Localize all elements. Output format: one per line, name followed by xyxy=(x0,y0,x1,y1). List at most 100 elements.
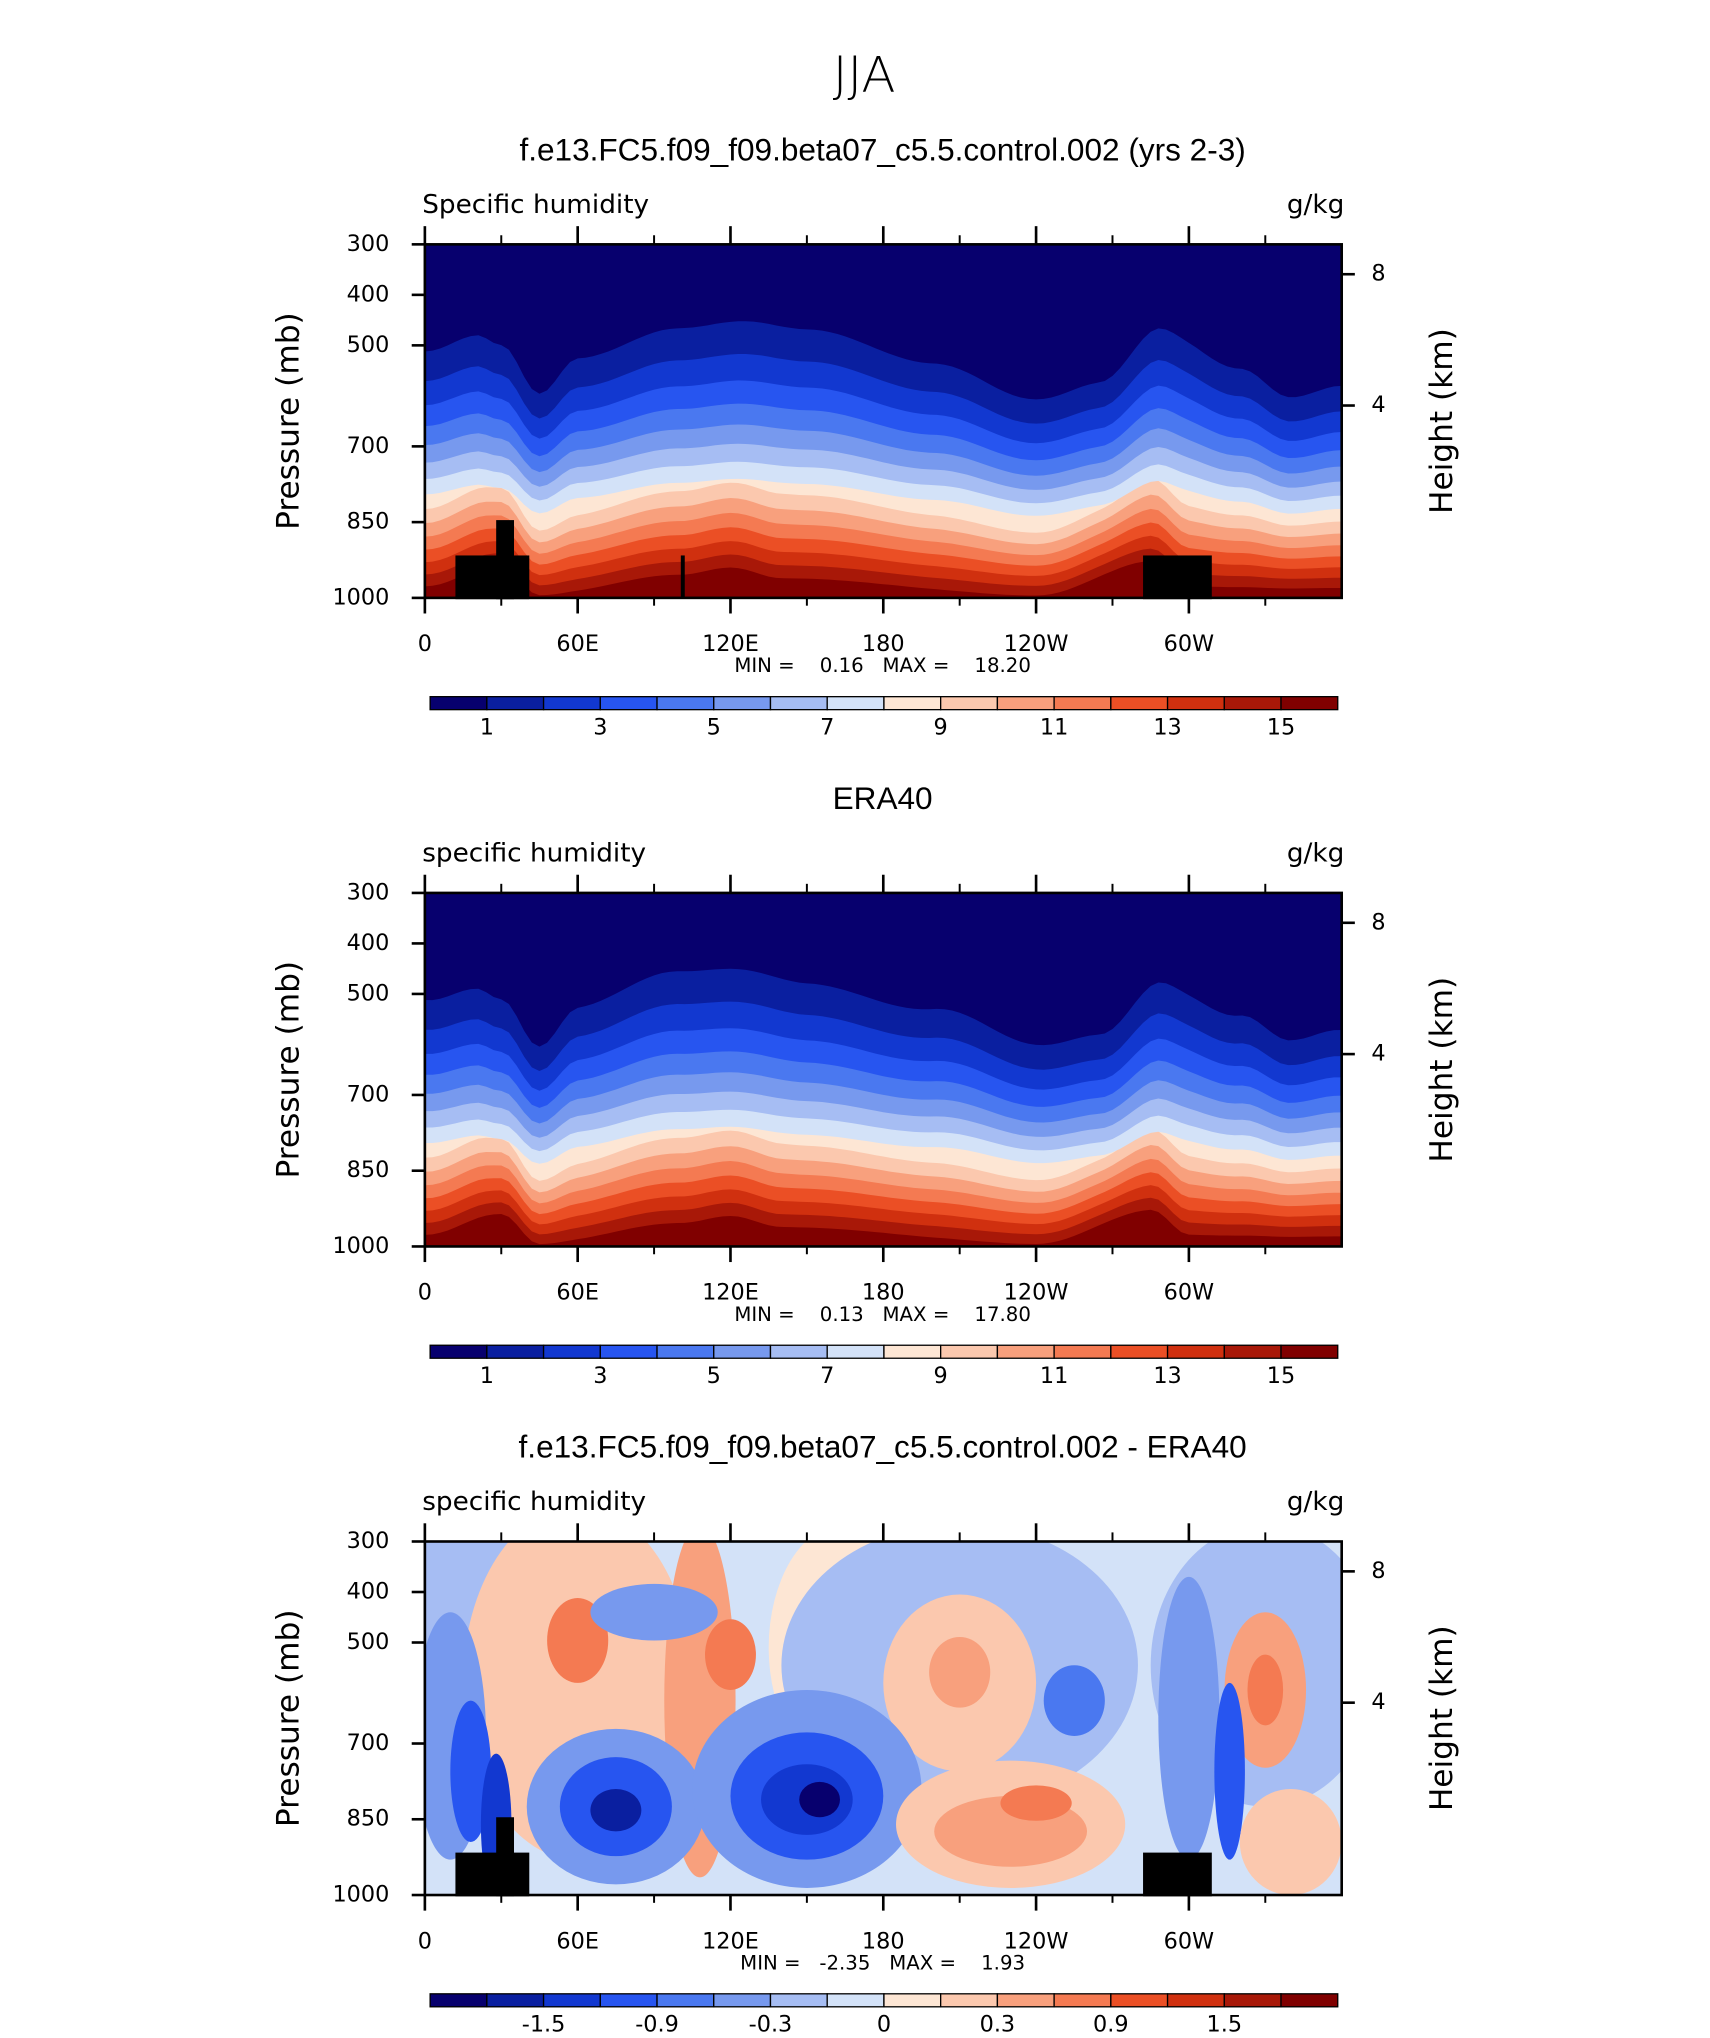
topography xyxy=(496,520,515,600)
colorbar-label: 3 xyxy=(593,714,607,740)
y2-axis-label: Height (km) xyxy=(1424,328,1460,514)
colorbar-label: 9 xyxy=(934,714,948,740)
colorbar-box xyxy=(542,1993,601,2008)
contour-blob xyxy=(1239,1788,1342,1896)
page-title: JJA xyxy=(833,46,896,104)
colorbar-box xyxy=(486,1344,545,1359)
right-label: g/kg xyxy=(1287,190,1344,220)
colorbar-label: 5 xyxy=(707,1363,721,1389)
colorbar-label: 15 xyxy=(1267,714,1295,740)
colorbar-box xyxy=(599,696,658,711)
x-tick-label: 0 xyxy=(418,1928,432,1954)
colorbar-box xyxy=(713,1993,772,2008)
x-tick-label: 120E xyxy=(702,1280,759,1306)
colorbar-box xyxy=(1280,1993,1339,2008)
colorbar-box xyxy=(826,696,885,711)
y-tick-label: 700 xyxy=(347,433,390,459)
y-tick-label: 300 xyxy=(347,1528,390,1554)
topography xyxy=(1143,555,1212,600)
y-tick-label: 500 xyxy=(347,1629,390,1655)
colorbar-label: -1.5 xyxy=(522,2012,566,2038)
x-tick-label: 120W xyxy=(1004,1928,1069,1954)
topography xyxy=(680,555,685,598)
colorbar-label: 1 xyxy=(480,1363,494,1389)
y2-axis-label: Height (km) xyxy=(1424,977,1460,1163)
colorbar-box xyxy=(1053,696,1112,711)
colorbar-label: 3 xyxy=(593,1363,607,1389)
x-tick-label: 180 xyxy=(862,1280,905,1306)
colorbar-box xyxy=(429,1993,488,2008)
y-tick-label: 400 xyxy=(347,930,390,956)
colorbar-box xyxy=(883,1993,942,2008)
x-tick-label: 60E xyxy=(556,1928,599,1954)
colorbar-box xyxy=(996,696,1055,711)
y2-tick-label: 4 xyxy=(1371,1689,1385,1715)
colorbar-label: 13 xyxy=(1153,714,1181,740)
colorbar-label: 15 xyxy=(1267,1363,1295,1389)
colorbar-box xyxy=(1166,1993,1225,2008)
colorbar-label: 7 xyxy=(820,714,834,740)
y-tick-label: 1000 xyxy=(332,1233,389,1259)
colorbar-box xyxy=(542,696,601,711)
colorbar-label: 0.3 xyxy=(980,2012,1016,2038)
colorbar-box xyxy=(656,1344,715,1359)
contour-band xyxy=(424,892,1342,1047)
colorbar-box xyxy=(826,1993,885,2008)
colorbar-box xyxy=(996,1993,1055,2008)
colorbar-box xyxy=(713,696,772,711)
x-tick-label: 120E xyxy=(702,631,759,657)
y2-tick-label: 8 xyxy=(1371,261,1385,287)
colorbar-box xyxy=(1280,696,1339,711)
colorbar-label: 1.5 xyxy=(1207,2012,1243,2038)
right-label: g/kg xyxy=(1287,839,1344,869)
contour-band xyxy=(424,244,1342,400)
x-tick-label: 60W xyxy=(1164,631,1215,657)
colorbar-box xyxy=(599,1993,658,2008)
colorbar-box xyxy=(1166,1344,1225,1359)
panel: f.e13.FC5.f09_f09.beta07_c5.5.control.00… xyxy=(270,1430,1460,2038)
stats: MIN = -2.35 MAX = 1.93 xyxy=(740,1951,1025,1974)
colorbar-box xyxy=(940,1344,999,1359)
colorbar-box xyxy=(996,1344,1055,1359)
panel-title: f.e13.FC5.f09_f09.beta07_c5.5.control.00… xyxy=(519,132,1245,167)
field xyxy=(424,244,1342,598)
colorbar-box xyxy=(1166,696,1225,711)
stats: MIN = 0.16 MAX = 18.20 xyxy=(734,654,1031,677)
y2-tick-label: 4 xyxy=(1371,392,1385,418)
colorbar-label: 7 xyxy=(820,1363,834,1389)
colorbar-label: 9 xyxy=(934,1363,948,1389)
colorbar-label: 11 xyxy=(1040,714,1068,740)
y-tick-label: 700 xyxy=(347,1082,390,1108)
contour-blob xyxy=(590,1788,642,1832)
colorbar-box xyxy=(1110,1344,1169,1359)
colorbar-box xyxy=(713,1344,772,1359)
colorbar-box xyxy=(1110,1993,1169,2008)
field xyxy=(424,892,1342,1247)
y-tick-label: 1000 xyxy=(332,1882,389,1908)
x-tick-label: 60W xyxy=(1164,1928,1215,1954)
colorbar-box xyxy=(429,696,488,711)
colorbar-box xyxy=(486,696,545,711)
x-tick-label: 60E xyxy=(556,631,599,657)
colorbar-box xyxy=(429,1344,488,1359)
colorbar-label: 1 xyxy=(480,714,494,740)
colorbar-box xyxy=(656,1993,715,2008)
panel-title: ERA40 xyxy=(833,781,933,816)
y-axis-label: Pressure (mb) xyxy=(270,312,306,530)
panel-title: f.e13.FC5.f09_f09.beta07_c5.5.control.00… xyxy=(519,1430,1247,1465)
panel: f.e13.FC5.f09_f09.beta07_c5.5.control.00… xyxy=(270,132,1460,740)
x-tick-label: 0 xyxy=(418,1280,432,1306)
x-tick-label: 0 xyxy=(418,631,432,657)
y2-tick-label: 8 xyxy=(1371,909,1385,935)
colorbar-box xyxy=(1223,696,1282,711)
colorbar-box xyxy=(883,1344,942,1359)
x-tick-label: 120E xyxy=(702,1928,759,1954)
left-label: specific humidity xyxy=(422,839,646,869)
colorbar-label: 5 xyxy=(707,714,721,740)
x-tick-label: 180 xyxy=(862,631,905,657)
y2-tick-label: 4 xyxy=(1371,1041,1385,1067)
y-tick-label: 300 xyxy=(347,880,390,906)
y2-axis-label: Height (km) xyxy=(1424,1625,1460,1811)
colorbar-box xyxy=(826,1344,885,1359)
